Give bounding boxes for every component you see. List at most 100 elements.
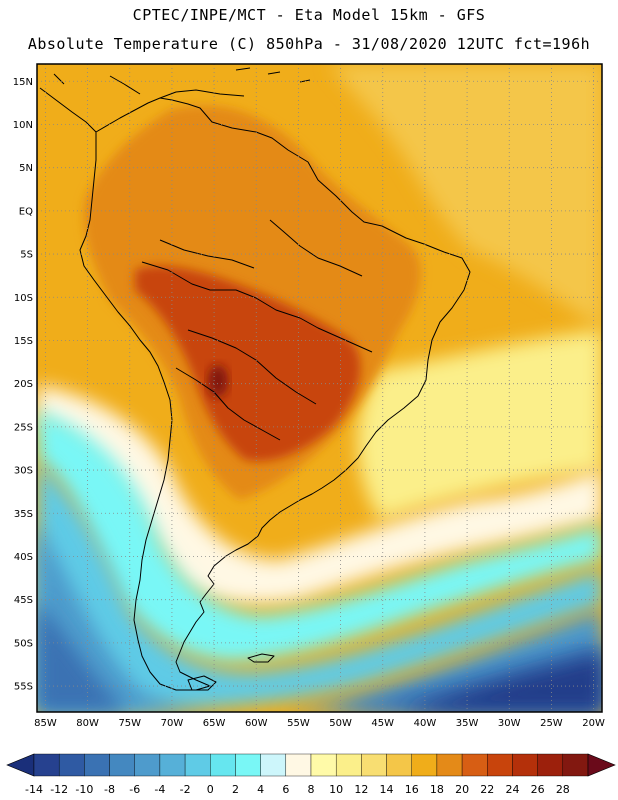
map-subtitle: Absolute Temperature (C) 850hPa - 31/08/… [27,35,591,53]
colorbar-bin [386,753,412,777]
colorbar-tick-label: -10 [75,783,93,796]
colorbar-bin [58,753,85,777]
coastline-central-america [39,73,141,133]
lon-tick-label: 30W [498,718,521,729]
lat-tick-label: 25S [14,422,33,433]
colorbar-tick-label: -2 [180,783,191,796]
field-band-light-blue [37,460,602,712]
lon-tick-label: 75W [118,718,141,729]
field-band-deep-blue [400,655,602,712]
colorbar-labels: -14 -12 -10 -8 -6 -4 -2 0 2 4 6 8 10 12 14 16 18 20 22 24 26… [25,783,570,796]
colorbar-bin [562,753,589,777]
colorbar-tick-label: 0 [207,783,214,796]
colorbar-bin [487,753,513,777]
colorbar-bin [285,753,312,777]
colorbar-tick-label: 10 [329,783,343,796]
colorbar-tick-label: -12 [50,783,68,796]
field-band-continent-red [135,265,361,462]
field-band-mid-blue [37,520,602,712]
lat-tick-label: 5S [20,250,33,261]
colorbar-bin [335,753,362,777]
colorbar-tick-label: -6 [129,783,140,796]
lon-tick-label: 60W [245,718,268,729]
colorbar-bin [436,753,463,777]
coastline-south-america [79,97,471,691]
colorbar-bin [210,753,236,777]
colorbar-bin [159,753,186,777]
lon-tick-label: 70W [161,718,184,729]
colorbar-bin [411,753,438,777]
map-title: CPTEC/INPE/MCT - Eta Model 15km - GFS [132,6,486,24]
colorbar-bin [184,753,211,777]
lon-tick-label: 40W [414,718,437,729]
colorbar-tick-label: 2 [232,783,239,796]
graticule [37,64,602,712]
island-tierra-del-fuego [187,675,217,691]
colorbar-bin [109,753,135,777]
colorbar-tick-label: 12 [354,783,368,796]
field-band-pale [37,385,602,604]
field-band-blue [37,600,602,712]
colorbar-tick-label: 24 [505,783,519,796]
lat-tick-label: EQ [19,206,33,217]
lat-tick-label: 15N [13,77,33,88]
lat-tick-label: 30S [14,466,33,477]
colorbar-tick-label: 22 [480,783,494,796]
lat-tick-label: 20S [14,379,33,390]
colorbar-tick-label: -8 [104,783,115,796]
lat-tick-label: 10N [13,120,33,131]
colorbar-tick-label: 20 [455,783,469,796]
field-band-cyan [37,410,602,662]
colorbar-tick-label: 28 [556,783,570,796]
field-band-yellow-south-atlantic [357,330,602,520]
lon-tick-label: 20W [582,718,605,729]
colorbar-bin [84,753,110,777]
field-hotspot-chaco [208,365,228,397]
colorbar-tick-label: 4 [257,783,264,796]
colorbar-tick-label: 14 [380,783,394,796]
lat-tick-label: 35S [14,509,33,520]
lon-tick-label: 35W [456,718,479,729]
map-frame [36,63,603,713]
lat-tick-label: 55S [14,682,33,693]
temperature-field [37,64,602,712]
field-band-yellow-north-atlantic [330,64,602,330]
lat-tick-label: 40S [14,552,33,563]
colorbar-bin [512,753,538,777]
colorbar-tick-label: 8 [308,783,315,796]
colorbar-tick-label: 16 [405,783,419,796]
lon-tick-label: 50W [329,718,352,729]
colorbar-tick-label: 18 [430,783,444,796]
lon-tick-label: 25W [540,718,563,729]
lon-tick-label: 85W [34,718,57,729]
colorbar-bin [310,753,337,777]
lon-tick-label: 80W [76,718,99,729]
colorbar-bin [461,753,488,777]
latitude-labels: 15N 10N 5N EQ 5S 10S 15S 20S 25S 30S 35S 40S 45S 50S 5… [13,77,33,693]
colorbar-tick-label: -4 [154,783,165,796]
lon-tick-label: 55W [287,718,310,729]
coastline-overlay [39,67,471,691]
coastline-caribbean [159,67,311,99]
lat-tick-label: 15S [14,336,33,347]
colorbar-bin [235,753,261,777]
colorbar-min-arrow [6,753,35,777]
colorbar-bin [134,753,161,777]
longitude-labels: 85W 80W 75W 70W 65W 60W 55W 50W 45W 40W 35W 30W 25W 2… [34,718,605,729]
lat-tick-label: 45S [14,595,33,606]
lon-tick-label: 45W [371,718,394,729]
lat-tick-label: 5N [19,163,33,174]
colorbar-max-arrow [587,753,616,777]
island-falklands [247,653,275,663]
colorbar-tick-label: 6 [282,783,289,796]
lat-tick-label: 10S [14,293,33,304]
colorbar-bin [33,753,60,777]
lat-tick-label: 50S [14,638,33,649]
colorbar-tick-label: -14 [25,783,43,796]
colorbar-bin [537,753,564,777]
colorbar-bin [260,753,287,777]
lon-tick-label: 65W [203,718,226,729]
border-east [269,219,373,353]
colorbar [6,753,616,777]
